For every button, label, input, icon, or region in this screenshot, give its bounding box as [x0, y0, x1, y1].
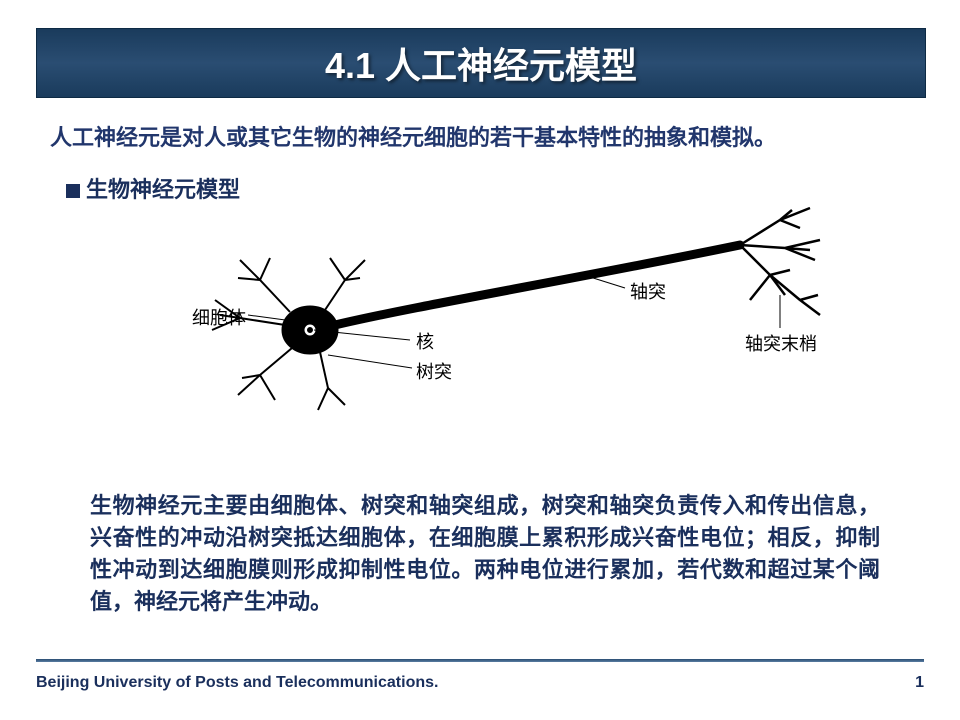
- label-axon: 轴突: [630, 278, 666, 304]
- slide-title: 4.1 人工神经元模型: [325, 37, 637, 89]
- label-dendrite: 树突: [416, 358, 452, 384]
- intro-text: 人工神经元是对人或其它生物的神经元细胞的若干基本特性的抽象和模拟。: [50, 120, 920, 152]
- label-axon-terminal: 轴突末梢: [745, 330, 817, 356]
- title-bar: 4.1 人工神经元模型: [36, 28, 926, 98]
- footer-text: Beijing University of Posts and Telecomm…: [36, 674, 438, 692]
- neuron-diagram: 细胞体 核 树突 轴突 轴突末梢: [120, 200, 870, 450]
- slide: 4.1 人工神经元模型 人工神经元是对人或其它生物的神经元细胞的若干基本特性的抽…: [0, 0, 960, 720]
- label-cell-body: 细胞体: [192, 304, 246, 330]
- footer-divider: [36, 659, 924, 662]
- label-nucleus: 核: [416, 328, 434, 354]
- page-number: 1: [915, 674, 924, 692]
- body-paragraph: 生物神经元主要由细胞体、树突和轴突组成，树突和轴突负责传入和传出信息，兴奋性的冲…: [90, 490, 880, 618]
